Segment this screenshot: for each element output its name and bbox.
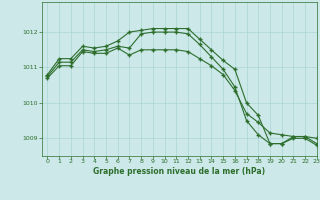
X-axis label: Graphe pression niveau de la mer (hPa): Graphe pression niveau de la mer (hPa) xyxy=(93,167,265,176)
